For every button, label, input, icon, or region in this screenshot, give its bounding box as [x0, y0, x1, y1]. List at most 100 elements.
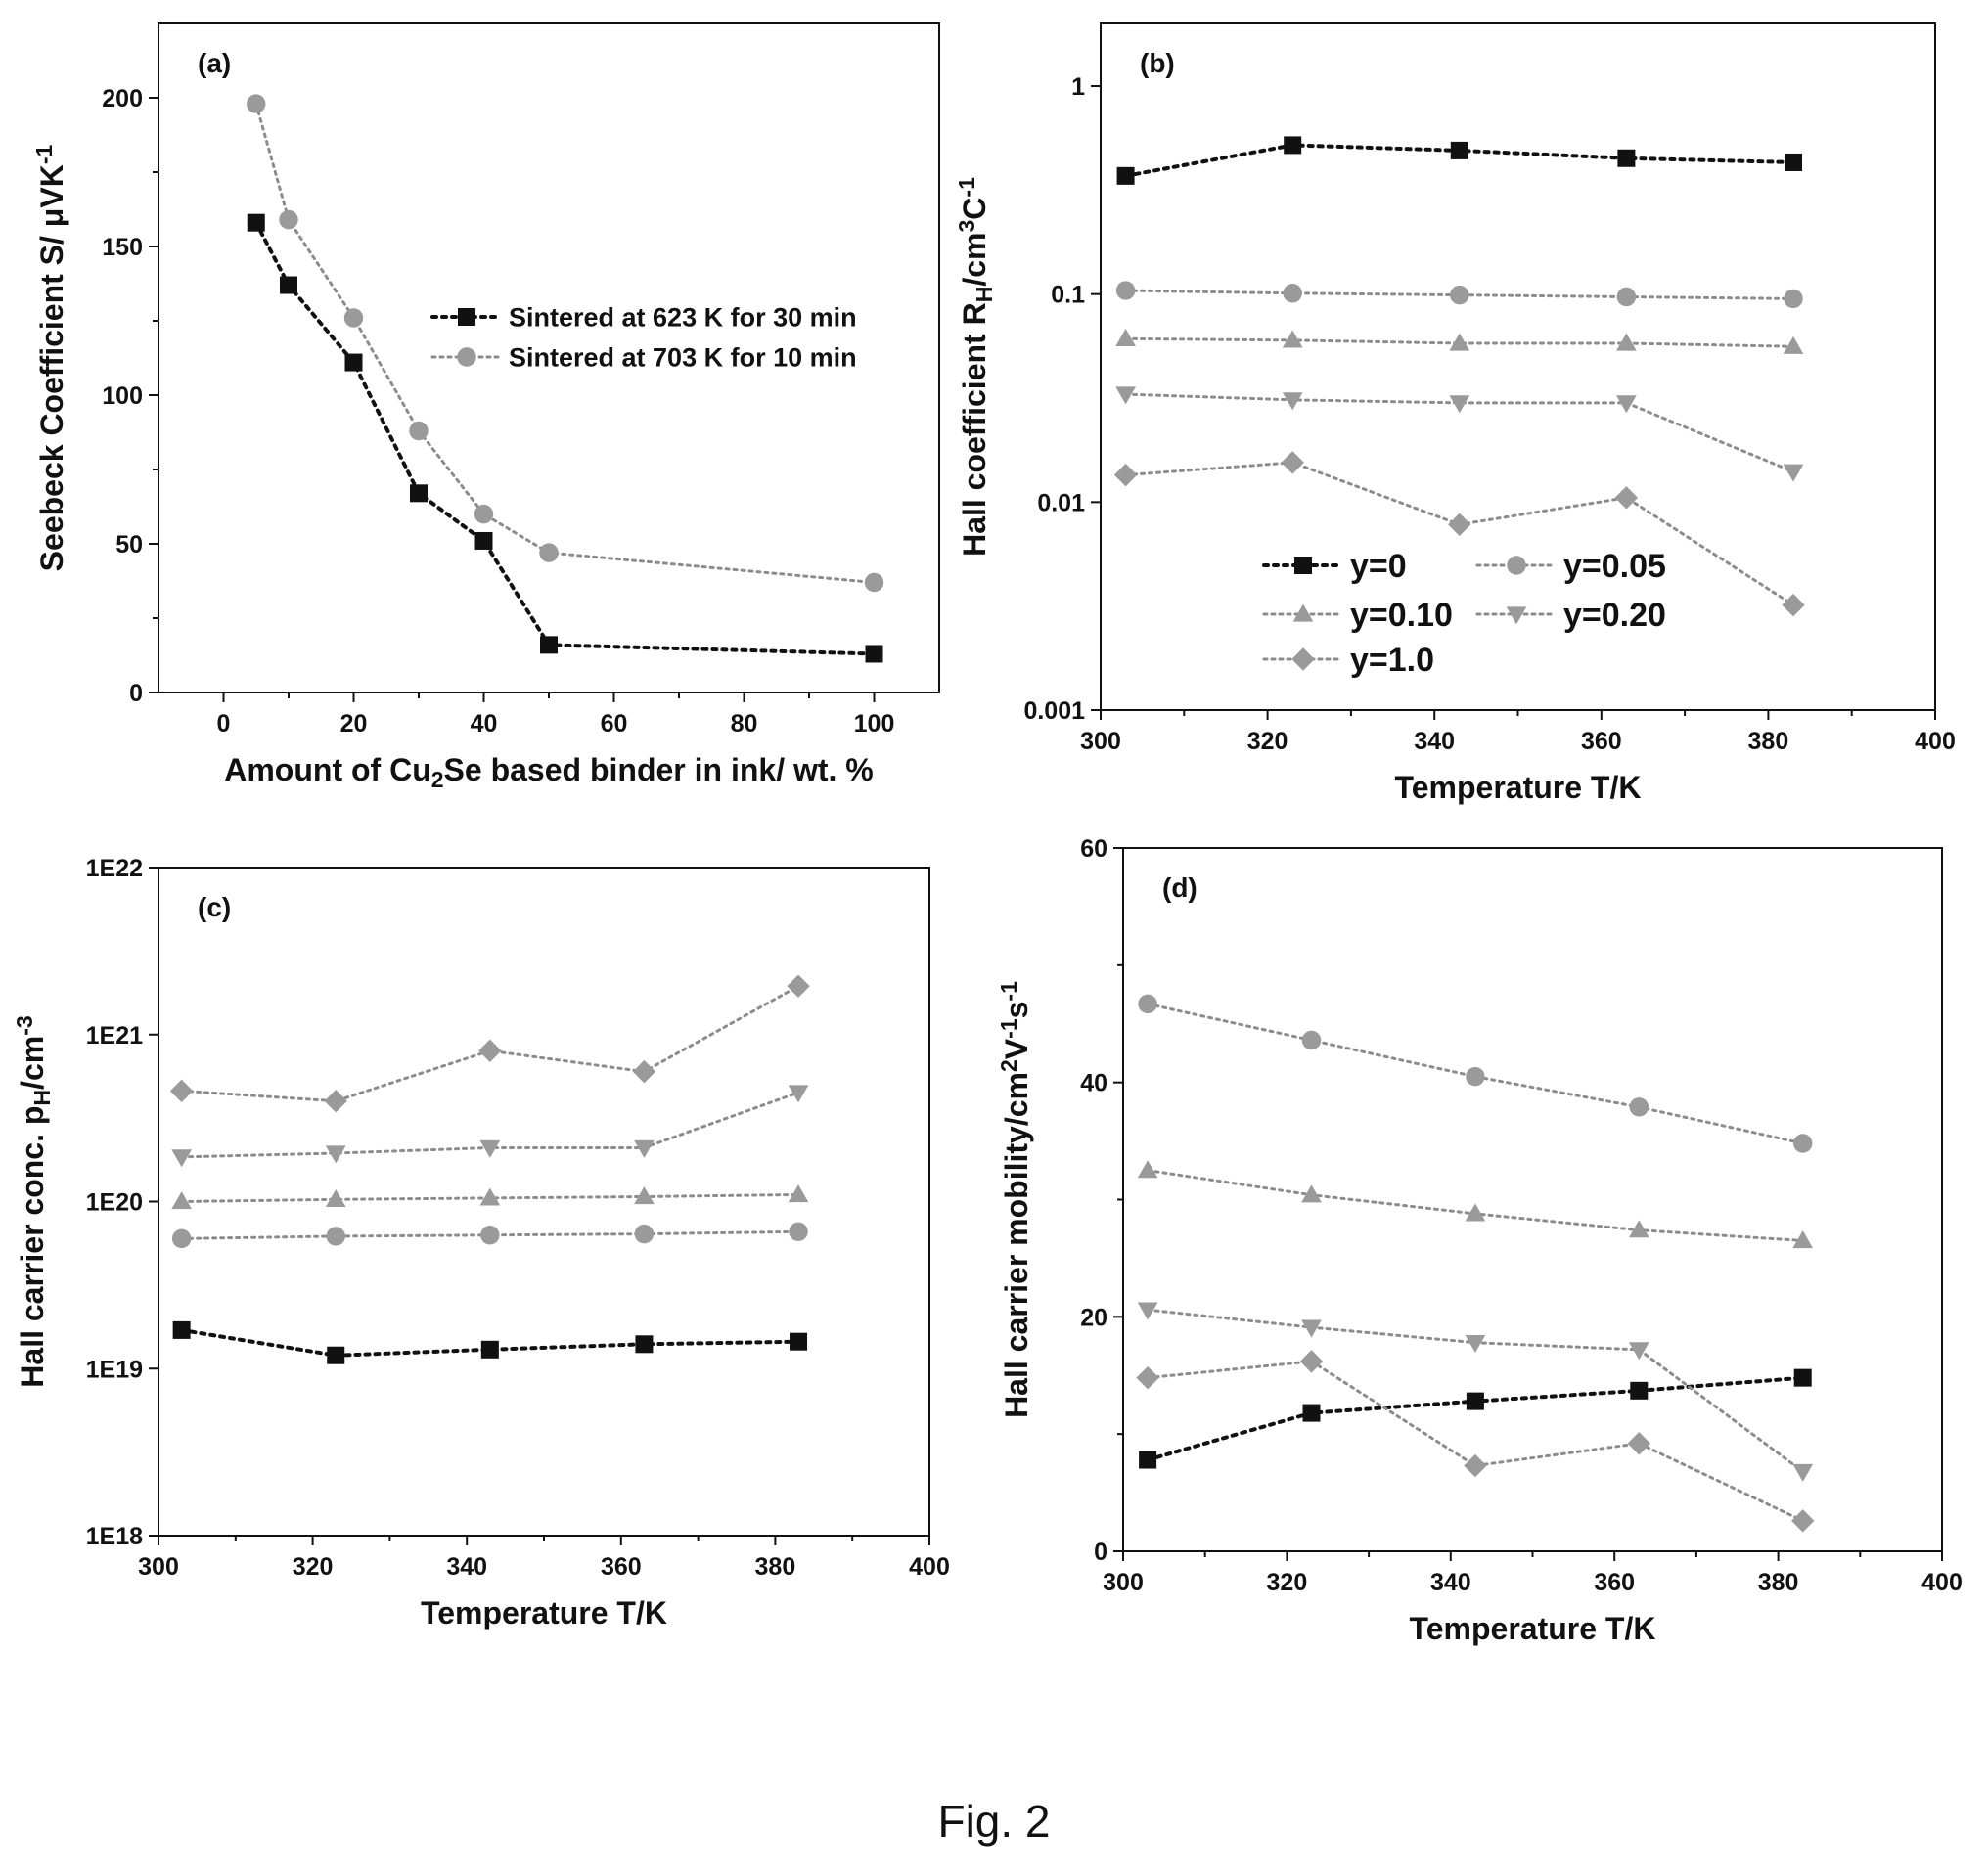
data-point — [1115, 386, 1136, 405]
y-tick-label: 200 — [102, 85, 143, 112]
data-point — [1136, 1365, 1159, 1390]
data-point — [1282, 330, 1303, 348]
series-triangle-up — [1115, 328, 1804, 354]
data-point — [1627, 1432, 1651, 1455]
series-circle — [1115, 281, 1803, 309]
data-point — [634, 1224, 655, 1244]
x-axis-title: Temperature T/K — [1395, 770, 1642, 805]
data-point — [789, 1222, 808, 1242]
plot-frame — [1122, 847, 1943, 1552]
legend-marker — [1292, 603, 1314, 622]
legend-label: Sintered at 703 K for 10 min — [509, 343, 857, 373]
y-tick-label: 100 — [102, 382, 143, 410]
x-tick-label: 300 — [1080, 728, 1121, 755]
x-axis-title: Temperature T/K — [421, 1595, 667, 1630]
panel-a-seebeck-chart: 0 20 40 60 80 100 0 50 100 150 200 Amount of Cu2Se … — [31, 22, 940, 792]
data-point — [1137, 1160, 1158, 1179]
x-tick-label: 300 — [1103, 1569, 1144, 1596]
data-point — [788, 1184, 809, 1203]
data-point — [480, 1340, 499, 1359]
y-tick-label: 60 — [1080, 835, 1107, 863]
data-point — [1449, 333, 1470, 351]
data-point — [1628, 1342, 1649, 1361]
panel-b-hall-coefficient-chart: 300 320 340 360 380 400 0.001 0.01 0.1 1 Temperatu… — [954, 22, 1956, 805]
series-diamond — [1113, 451, 1805, 617]
data-point — [1630, 1381, 1649, 1400]
data-point — [1629, 1097, 1649, 1117]
data-point — [1791, 1509, 1815, 1533]
data-point — [1465, 1335, 1486, 1354]
data-point — [1628, 1220, 1649, 1238]
data-point — [1450, 285, 1469, 305]
y-tick-label: 0 — [1094, 1539, 1107, 1566]
y-tick-label: 1E19 — [86, 1356, 143, 1383]
x-tick-label: 340 — [446, 1553, 487, 1581]
data-point — [1616, 333, 1637, 351]
x-tick-label: 400 — [909, 1553, 950, 1581]
data-point — [1783, 335, 1804, 354]
data-point — [1616, 395, 1637, 414]
legend-marker — [457, 347, 476, 367]
data-point — [1139, 1451, 1157, 1469]
data-point — [1281, 451, 1304, 474]
series-diamond — [1136, 1350, 1815, 1533]
y-tick-label: 0.001 — [1023, 697, 1085, 725]
series-square — [1116, 136, 1802, 185]
x-tick-label: 100 — [854, 710, 895, 737]
series-circle — [1138, 994, 1813, 1153]
legend-label: y=0.10 — [1350, 597, 1453, 634]
data-point — [1137, 1302, 1158, 1320]
x-tick-label: 80 — [731, 710, 758, 737]
series-line — [1124, 336, 1795, 348]
series-triangle-up — [171, 1184, 809, 1210]
data-point — [1448, 513, 1471, 536]
data-point — [1299, 1350, 1324, 1373]
data-point — [172, 1320, 191, 1339]
y-tick-label: 150 — [102, 234, 143, 261]
series-line — [1146, 1375, 1805, 1462]
series-square — [247, 213, 883, 663]
x-tick-label: 360 — [1594, 1569, 1635, 1596]
data-point — [634, 1186, 655, 1205]
panel-label: (b) — [1140, 48, 1175, 78]
data-point — [1614, 486, 1639, 510]
data-point — [787, 974, 810, 998]
data-point — [1784, 153, 1802, 171]
data-point — [279, 209, 298, 230]
data-point — [1115, 281, 1136, 300]
data-point — [635, 1335, 654, 1354]
series-triangle-down — [1137, 1302, 1814, 1482]
x-tick-label: 20 — [340, 710, 368, 737]
data-point — [343, 308, 364, 328]
data-point — [540, 636, 558, 654]
data-point — [1301, 1030, 1322, 1050]
data-point — [632, 1059, 656, 1084]
series-triangle-up — [1137, 1160, 1814, 1249]
data-point — [1113, 463, 1138, 487]
data-point — [1466, 1392, 1484, 1410]
y-axis-title: Seebeck Coefficient S/ μVK-1 — [31, 144, 69, 571]
y-axis-title: Hall coefficient RH/cm3C-1 — [954, 177, 997, 557]
x-tick-label: 360 — [601, 1553, 642, 1581]
x-tick-label: 380 — [755, 1553, 796, 1581]
data-point — [1138, 994, 1157, 1014]
series-line — [1146, 1360, 1805, 1523]
legend-label: Sintered at 623 K for 30 min — [509, 303, 857, 333]
data-point — [326, 1227, 345, 1246]
x-tick-label: 340 — [1414, 728, 1455, 755]
y-tick-label: 1E20 — [86, 1189, 143, 1217]
y-tick-label: 0.1 — [1051, 282, 1085, 309]
data-point — [1616, 287, 1637, 307]
data-point — [634, 1139, 655, 1158]
data-point — [325, 1188, 346, 1207]
data-point — [1792, 1134, 1813, 1153]
x-tick-label: 300 — [138, 1553, 179, 1581]
data-point — [1115, 328, 1136, 346]
data-point — [344, 353, 363, 372]
x-tick-label: 40 — [471, 710, 498, 737]
series-line — [253, 220, 877, 656]
data-point — [1783, 464, 1804, 482]
y-tick-label: 20 — [1080, 1304, 1107, 1331]
y-axis-title: Hall carrier mobility/cm2V-1s-1 — [996, 981, 1034, 1418]
series-circle — [247, 94, 884, 593]
